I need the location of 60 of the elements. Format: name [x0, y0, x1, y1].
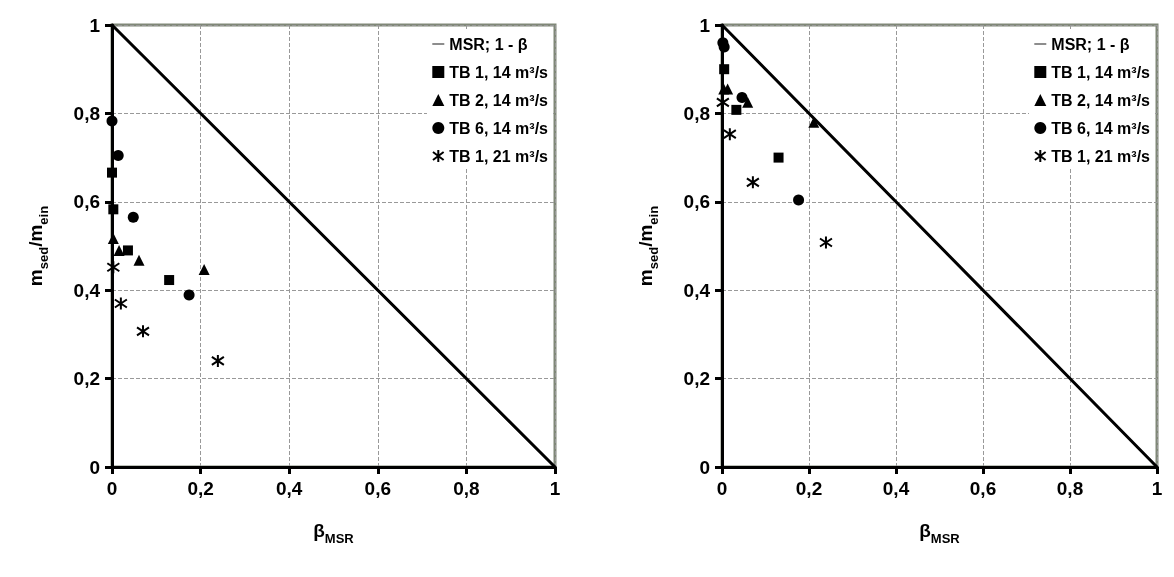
x-tick-label: 1: [1151, 478, 1163, 499]
x-tick-label: 0,4: [882, 478, 910, 499]
point: [773, 152, 784, 163]
point: [127, 211, 139, 223]
legend-label: TB 6, 14 m³/s: [449, 119, 549, 137]
y-tick-label: 1: [89, 14, 101, 36]
legend-label: MSR; 1 - β: [1051, 35, 1130, 53]
legend-label: MSR; 1 - β: [449, 35, 528, 53]
legend-label: TB 2, 14 m³/s: [449, 91, 549, 109]
point: [736, 91, 748, 103]
point: [106, 115, 118, 127]
x-tick-label: 0,6: [969, 478, 997, 499]
legend-label: TB 2, 14 m³/s: [1051, 91, 1151, 109]
x-tick-label: 0,2: [795, 478, 823, 499]
point: [793, 194, 805, 206]
x-tick-label: 0: [106, 478, 118, 499]
legend-label: TB 1, 21 m³/s: [449, 147, 549, 165]
point: [198, 263, 210, 275]
point: [183, 289, 195, 301]
y-tick-label: 0: [699, 456, 710, 478]
legend-label: TB 6, 14 m³/s: [1051, 119, 1151, 137]
legend-label: TB 1, 14 m³/s: [1051, 63, 1151, 81]
y-tick-label: 0,2: [73, 368, 100, 390]
point: [722, 127, 737, 142]
point: [113, 244, 125, 256]
point: [122, 245, 133, 256]
x-tick-label: 1: [549, 478, 561, 499]
x-tick-label: 0,6: [364, 478, 392, 499]
y-tick-label: 1: [699, 14, 711, 36]
point: [107, 167, 117, 178]
y-tick-label: 0,8: [683, 102, 710, 124]
x-tick-label: 0,8: [453, 478, 480, 499]
point: [745, 175, 760, 190]
point: [715, 95, 730, 110]
legend-label: TB 1, 21 m³/s: [1051, 147, 1151, 165]
point: [818, 235, 833, 250]
x-tick-label: 0,2: [187, 478, 214, 499]
x-tick-label: 0: [716, 478, 728, 499]
y-tick-label: 0,4: [73, 279, 101, 301]
y-tick-label: 0,6: [683, 191, 710, 213]
point: [742, 96, 754, 108]
x-tick-label: 0,4: [275, 478, 303, 499]
point: [108, 204, 119, 215]
y-tick-label: 0,8: [73, 102, 100, 124]
y-axis-title: msed/mein: [24, 205, 51, 287]
point: [136, 324, 151, 339]
y-axis-title: msed/mein: [634, 205, 661, 287]
point: [164, 275, 175, 286]
point: [731, 104, 742, 115]
legend-label: TB 1, 14 m³/s: [449, 63, 549, 81]
point: [113, 296, 128, 311]
point: [133, 254, 145, 266]
point: [210, 353, 225, 368]
y-tick-label: 0,2: [683, 368, 710, 390]
point: [719, 64, 730, 75]
y-tick-label: 0,6: [73, 191, 100, 213]
y-tick-label: 0: [89, 456, 100, 478]
x-tick-label: 0,8: [1056, 478, 1084, 499]
point: [106, 260, 121, 275]
y-tick-label: 0,4: [683, 279, 711, 301]
